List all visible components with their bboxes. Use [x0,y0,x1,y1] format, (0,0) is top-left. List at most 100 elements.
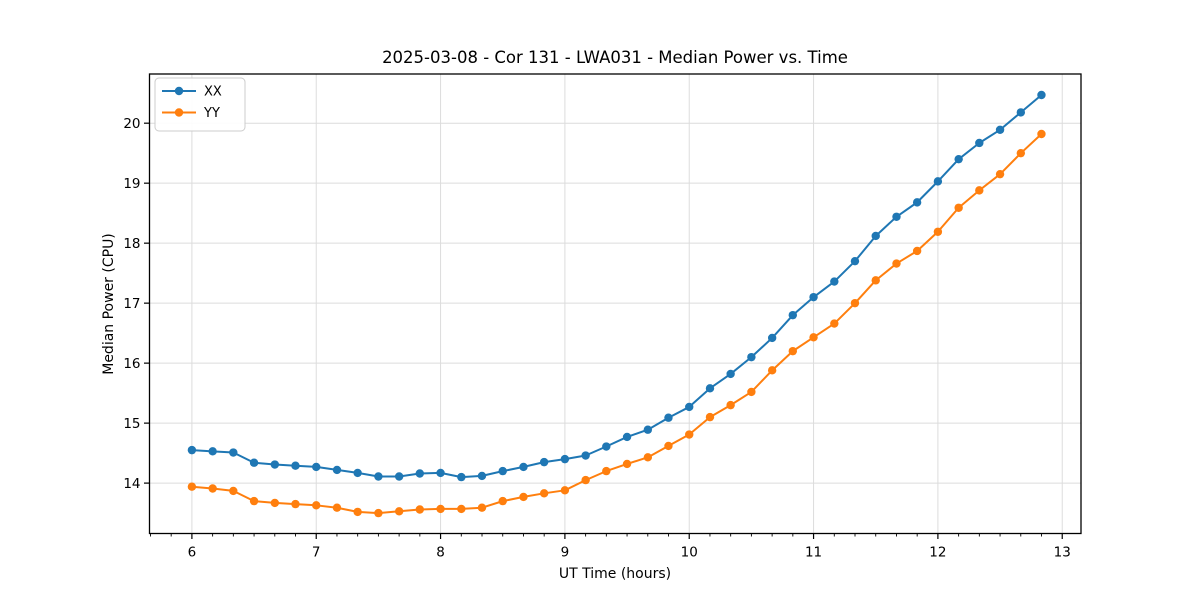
data-point-yy [436,504,445,514]
data-point-xx [975,138,984,148]
data-point-yy [457,504,466,514]
data-point-xx [539,457,549,467]
data-point-xx [291,461,300,470]
data-point-yy [788,346,797,356]
data-point-yy [809,333,818,342]
legend-item-xx: XX [162,85,222,100]
data-point-yy [353,507,362,517]
data-point-yy [208,484,217,493]
data-point-xx [560,454,570,464]
y-tick-label: 17 [123,296,140,312]
data-point-xx [747,352,756,362]
x-tick-label: 11 [805,545,822,561]
data-point-xx [871,231,880,241]
axes-layer: 6 7 8 9 10 11 12 13 14 15 16 17 18 19 20 [123,73,1082,561]
x-tick-label: 9 [561,545,570,561]
legend-label: XX [204,85,222,100]
y-axis-label: Median Power (CPU) [101,233,117,375]
x-tick-label: 12 [929,545,946,561]
data-point-yy [892,259,901,268]
data-point-xx [705,384,715,393]
data-point-xx [581,451,590,460]
data-point-xx [394,472,404,481]
y-tick-label: 14 [123,476,140,492]
data-point-xx [643,425,653,434]
data-point-xx [850,256,860,266]
data-point-xx [415,469,424,478]
data-point-yy [332,503,342,512]
y-tick-label: 20 [123,116,140,132]
x-tick-label: 6 [188,545,197,561]
data-point-yy [374,508,383,518]
data-point-yy [249,496,259,506]
legend-marker [174,108,184,117]
data-point-yy [602,466,611,476]
data-point-xx [187,445,197,455]
chart-title: 2025-03-08 - Cor 131 - LWA031 - Median P… [382,48,848,67]
y-tick-label: 18 [123,236,140,252]
x-axis-label: UT Time (hours) [559,566,671,582]
data-point-yy [519,492,528,502]
data-point-xx [270,460,280,469]
data-point-yy [539,489,549,498]
data-point-xx [436,468,445,478]
data-point-xx [229,448,238,457]
legend-box [154,77,246,132]
y-tick-label: 16 [123,356,140,372]
data-point-xx [954,154,963,164]
data-point-xx [995,125,1005,134]
data-point-xx [685,402,694,412]
series-layer [187,90,1046,518]
data-point-xx [1037,90,1046,100]
data-point-xx [249,458,259,467]
data-point-yy [229,486,238,496]
data-point-yy [187,482,197,491]
data-point-yy [767,366,777,375]
data-point-yy [747,387,756,397]
data-point-xx [332,465,342,475]
data-point-yy [415,505,424,514]
data-point-yy [581,475,590,485]
data-point-xx [664,413,673,422]
data-point-yy [560,486,570,495]
data-point-yy [830,319,839,328]
series-xx [187,90,1046,482]
data-point-yy [270,498,280,508]
data-point-xx [767,333,777,343]
data-point-xx [353,468,362,478]
data-point-yy [622,459,632,469]
data-point-yy [498,496,507,506]
data-point-xx [457,472,466,482]
legend: XX YY [154,77,246,132]
data-point-xx [622,432,632,442]
legend-marker [174,86,184,96]
y-tick-label: 19 [123,176,140,192]
x-tick-label: 13 [1054,545,1071,561]
data-point-xx [892,212,901,221]
data-point-yy [1016,148,1026,158]
y-tick-label: 15 [123,416,140,432]
data-point-yy [1037,129,1046,139]
series-yy [187,129,1046,518]
data-point-xx [788,310,797,320]
data-point-yy [312,501,321,510]
data-point-xx [374,472,383,481]
data-point-yy [705,412,715,422]
data-point-xx [208,447,217,456]
data-point-xx [477,471,487,481]
data-point-xx [809,292,818,302]
data-point-yy [643,453,653,462]
data-point-yy [954,203,963,212]
data-point-yy [995,169,1005,179]
data-point-xx [519,462,528,472]
data-point-yy [871,276,880,285]
data-point-yy [291,499,300,509]
data-point-yy [912,246,922,256]
data-point-xx [312,462,321,472]
data-point-xx [726,369,735,379]
x-tick-label: 7 [312,545,321,561]
data-point-xx [912,198,922,207]
data-point-yy [975,186,984,195]
series-line-xx [191,94,1043,479]
